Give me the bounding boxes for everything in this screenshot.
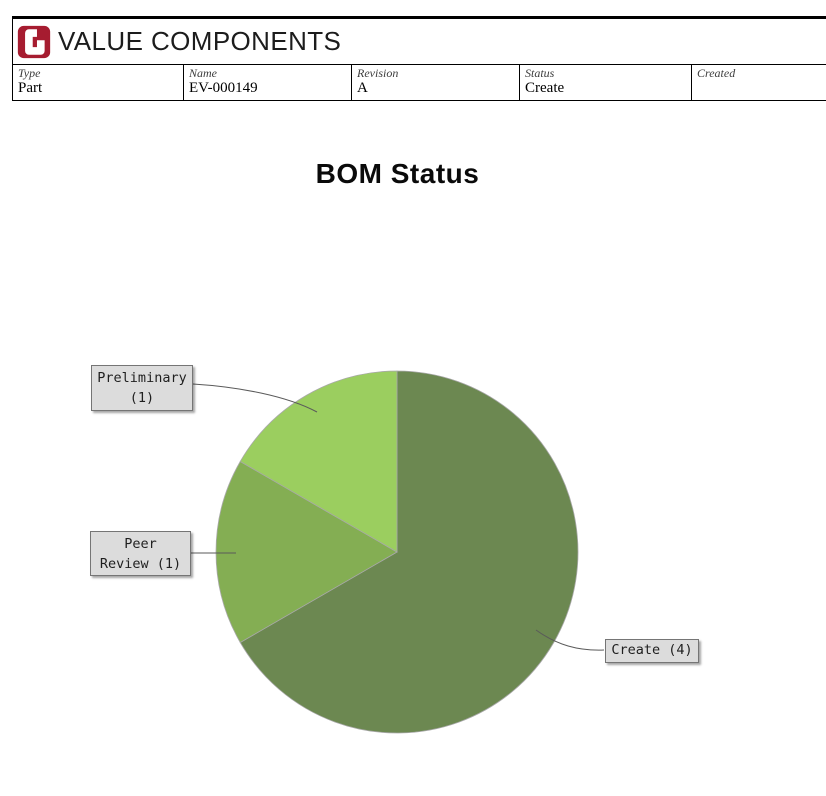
item-info-row: Type Part Name EV-000149 Revision A Stat… [13, 65, 826, 101]
info-label-type: Type [18, 66, 41, 80]
info-label-created: Created [697, 66, 736, 80]
pie-label-preliminary: Preliminary (1) [91, 365, 193, 411]
info-value-status: Create [525, 80, 565, 96]
report-header: VALUE COMPONENTS Type Part Name EV-00014… [12, 16, 826, 101]
info-cell-created: Created [692, 65, 826, 100]
pie-label-peer-review-line2: Review (1) [99, 556, 182, 572]
pie-slice-create [239, 370, 579, 734]
brand-name: VALUE COMPONENTS [58, 26, 342, 56]
pie-label-create-line1: Create (4) [611, 642, 693, 658]
info-value-revision: A [357, 80, 368, 96]
pie-slice-preliminary [239, 370, 398, 553]
brand-banner: VALUE COMPONENTS [13, 19, 826, 65]
info-value-type: Part [18, 80, 43, 96]
info-label-revision: Revision [357, 66, 399, 80]
info-cell-type: Type Part [13, 65, 184, 100]
chart-title: BOM Status [315, 158, 480, 189]
info-label-status: Status [525, 66, 555, 80]
info-cell-name: Name EV-000149 [184, 65, 352, 100]
pie-label-create: Create (4) [605, 639, 699, 663]
label-connector-preliminary [192, 383, 318, 413]
info-cell-status: Status Create [520, 65, 692, 100]
label-connector-create [535, 629, 605, 651]
info-value-name: EV-000149 [189, 80, 258, 96]
info-cell-revision: Revision A [352, 65, 520, 100]
pie-slice-peer-review [215, 460, 398, 644]
pie-label-peer-review-line1: Peer [124, 536, 157, 552]
pie-label-peer-review: Peer Review (1) [90, 531, 191, 576]
pie-slices-group [215, 370, 579, 734]
pie-label-preliminary-line2: (1) [129, 390, 155, 406]
pie-label-preliminary-line1: Preliminary [97, 370, 187, 386]
info-label-name: Name [189, 66, 217, 80]
brand-logo-icon [17, 25, 51, 58]
